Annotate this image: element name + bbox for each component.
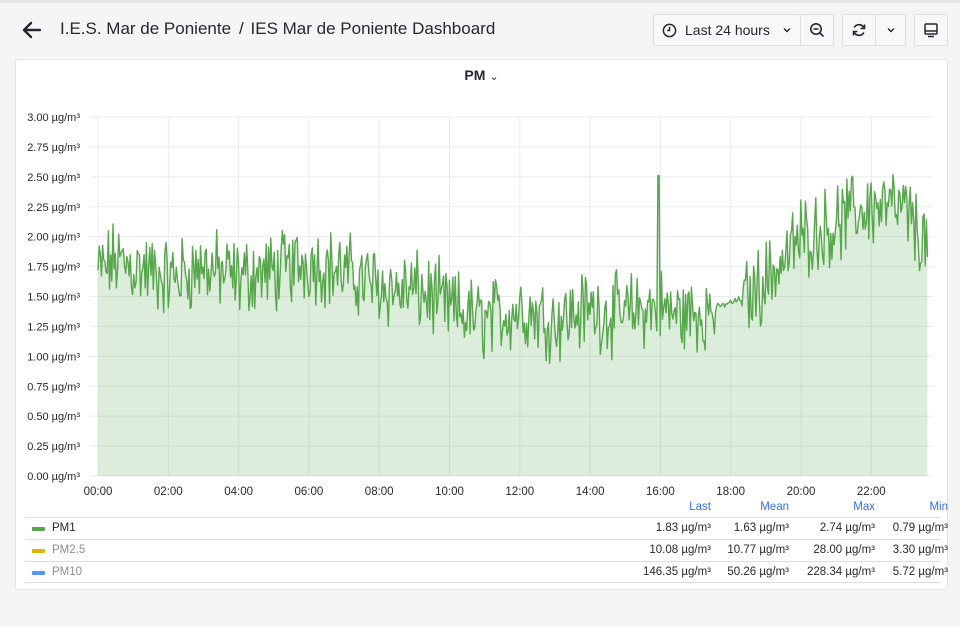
pm1-series-area (98, 174, 928, 476)
x-tick-label: 04:00 (224, 486, 253, 498)
x-tick-label: 02:00 (154, 486, 183, 498)
y-tick-label: 1.25 µg/m³ (27, 321, 80, 333)
time-range-picker[interactable]: Last 24 hours (653, 14, 801, 46)
y-tick-label: 1.00 µg/m³ (27, 351, 80, 363)
y-tick-label: 3.00 µg/m³ (27, 112, 80, 124)
breadcrumb-folder[interactable]: I.E.S. Mar de Poniente (60, 19, 232, 38)
pm1-series-line (97, 173, 929, 365)
x-tick-label: 08:00 (365, 486, 394, 498)
x-tick-label: 20:00 (787, 486, 816, 498)
clock-icon (662, 23, 677, 37)
legend-min-value: 3.30 µg/m³ (892, 544, 948, 556)
y-tick-label: 2.00 µg/m³ (27, 232, 80, 244)
series-color-swatch[interactable] (32, 549, 45, 553)
zoom-out-icon (810, 23, 825, 38)
legend-max-value: 2.74 µg/m³ (819, 522, 875, 534)
legend-row-pm10[interactable]: PM10 146.35 µg/m³ 50.26 µg/m³ 228.34 µg/… (25, 561, 948, 583)
y-tick-label: 2.50 µg/m³ (27, 172, 80, 184)
x-tick-label: 14:00 (576, 486, 605, 498)
legend-min-value: 5.72 µg/m³ (892, 566, 948, 578)
dashboard-navbar: I.E.S. Mar de Poniente / IES Mar de Ponie… (0, 3, 960, 55)
legend-min-value: 0.79 µg/m³ (892, 522, 948, 534)
series-color-swatch[interactable] (32, 571, 45, 575)
chevron-down-icon (887, 28, 894, 33)
y-tick-label: 0.50 µg/m³ (27, 411, 80, 423)
legend-series-name[interactable]: PM10 (52, 566, 83, 578)
panel-title: PM (464, 67, 486, 83)
legend-last-value: 1.83 µg/m³ (655, 522, 711, 534)
refresh-interval-dropdown[interactable] (875, 14, 906, 46)
legend-mean-value: 10.77 µg/m³ (727, 544, 789, 556)
series-layer (97, 173, 929, 476)
x-tick-label: 10:00 (435, 486, 464, 498)
zoom-out-button[interactable] (800, 14, 834, 46)
legend-col-max[interactable]: Max (853, 501, 875, 513)
legend-mean-value: 50.26 µg/m³ (727, 566, 789, 578)
legend-max-value: 28.00 µg/m³ (813, 544, 875, 556)
y-axis: 0.00 µg/m³ 0.25 µg/m³ 0.50 µg/m³ 0.75 µg/m³… (27, 112, 80, 483)
y-tick-label: 2.25 µg/m³ (27, 202, 80, 214)
x-tick-label: 00:00 (84, 486, 113, 498)
legend-max-value: 228.34 µg/m³ (807, 566, 875, 578)
tv-mode-button[interactable] (914, 14, 948, 46)
x-tick-label: 18:00 (716, 486, 745, 498)
breadcrumb-separator: / (239, 19, 244, 38)
breadcrumb: I.E.S. Mar de Poniente / IES Mar de Ponie… (60, 19, 495, 39)
x-tick-label: 12:00 (505, 486, 534, 498)
legend-header: Last Mean Max Min (25, 498, 948, 517)
y-tick-label: 1.50 µg/m³ (27, 292, 80, 304)
legend-col-last[interactable]: Last (689, 501, 711, 513)
x-axis: 00:00 02:00 04:00 06:00 08:00 10:00 12:00 14:00… (84, 486, 886, 498)
legend-series-name[interactable]: PM2.5 (52, 544, 86, 556)
y-tick-label: 0.00 µg/m³ (27, 471, 80, 483)
chevron-down-icon (783, 28, 791, 33)
y-tick-label: 0.75 µg/m³ (27, 381, 80, 393)
pm-panel: PM ⌄ 0.00 µg/m³ 0.25 µg/m³ 0.50 µg/m³ 0.75 µ… (15, 59, 948, 590)
tv-icon (924, 23, 938, 38)
time-range-label: Last 24 hours (685, 22, 770, 38)
y-tick-label: 1.75 µg/m³ (27, 262, 80, 274)
legend-last-value: 10.08 µg/m³ (649, 544, 711, 556)
series-color-swatch[interactable] (32, 527, 45, 531)
pm-timeseries-chart[interactable]: 0.00 µg/m³ 0.25 µg/m³ 0.50 µg/m³ 0.75 µg/m³… (16, 60, 947, 500)
legend-last-value: 146.35 µg/m³ (643, 566, 711, 578)
panel-title-menu[interactable]: PM ⌄ (16, 67, 947, 83)
chevron-down-icon: ⌄ (489, 71, 499, 83)
x-tick-label: 22:00 (857, 486, 886, 498)
legend-row-pm1[interactable]: PM1 1.83 µg/m³ 1.63 µg/m³ 2.74 µg/m³ 0.7… (25, 517, 948, 539)
back-button[interactable] (18, 16, 46, 44)
arrow-left-icon (22, 21, 42, 39)
x-tick-label: 06:00 (295, 486, 324, 498)
legend-series-name[interactable]: PM1 (52, 522, 76, 534)
top-border (0, 0, 960, 3)
x-tick-label: 16:00 (646, 486, 675, 498)
legend-col-mean[interactable]: Mean (760, 501, 789, 513)
y-tick-label: 2.75 µg/m³ (27, 142, 80, 154)
breadcrumb-dashboard-title[interactable]: IES Mar de Poniente Dashboard (250, 19, 496, 38)
y-tick-label: 0.25 µg/m³ (27, 441, 80, 453)
refresh-button[interactable] (842, 14, 876, 46)
legend-table: Last Mean Max Min PM1 1.83 µg/m³ 1.63 µg… (25, 498, 948, 583)
refresh-icon (852, 23, 866, 37)
legend-col-min[interactable]: Min (929, 501, 948, 513)
legend-row-pm25[interactable]: PM2.5 10.08 µg/m³ 10.77 µg/m³ 28.00 µg/m… (25, 539, 948, 561)
legend-mean-value: 1.63 µg/m³ (733, 522, 789, 534)
